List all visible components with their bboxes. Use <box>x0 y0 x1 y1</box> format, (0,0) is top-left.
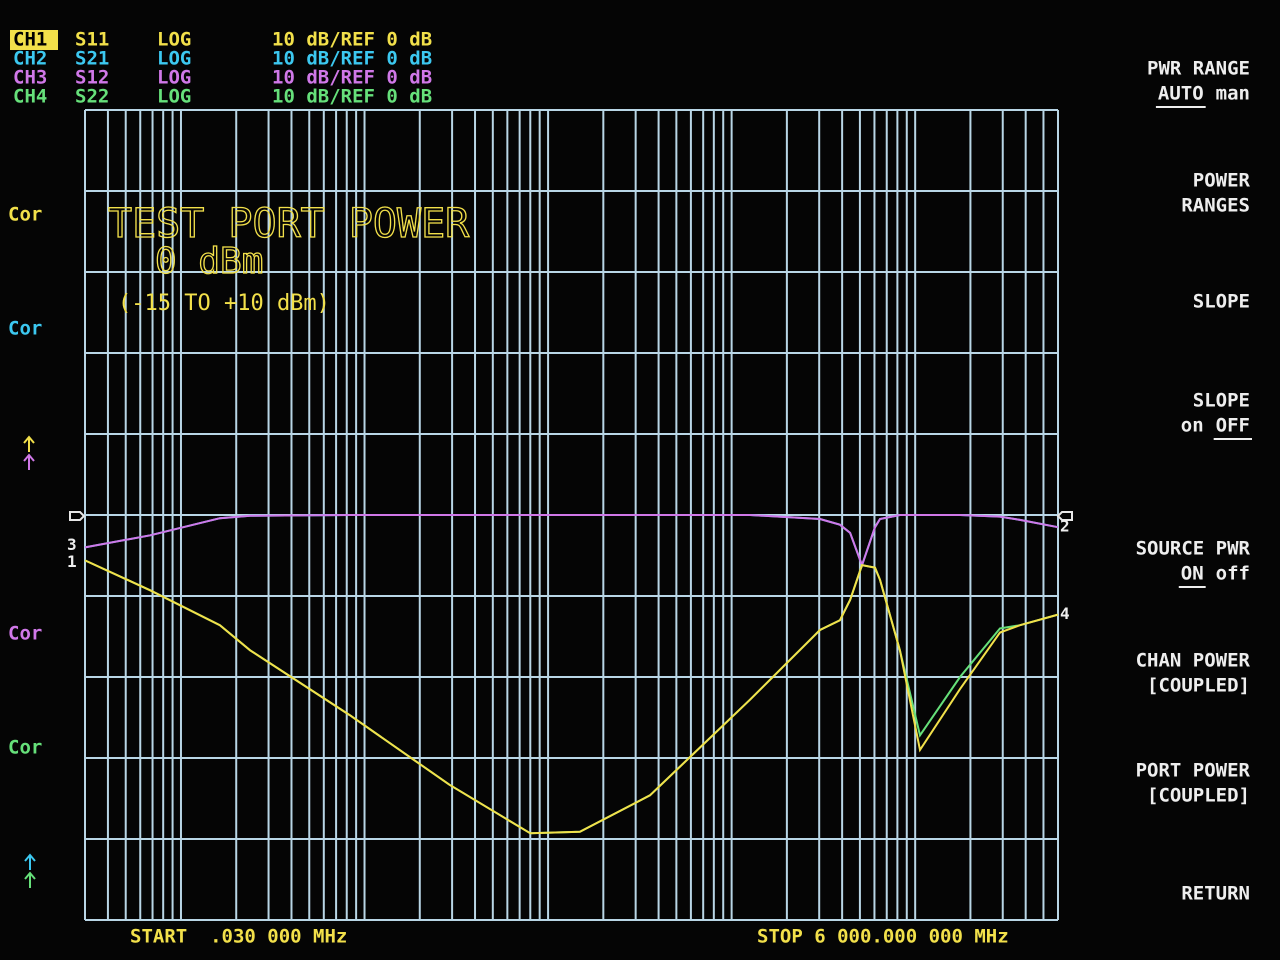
start-freq: START .030 000 MHz <box>130 926 347 948</box>
power-range: (-15 TO +10 dBm) <box>118 291 330 316</box>
ref-arrow <box>23 453 35 470</box>
softkey-text[interactable]: man <box>1216 83 1250 105</box>
channel-name: CH4 <box>13 86 47 108</box>
channel-format: LOG <box>157 48 191 70</box>
cor-label: Cor <box>8 737 42 759</box>
channel-format: LOG <box>157 29 191 51</box>
channel-scale: 10 dB/REF 0 dB <box>272 86 432 108</box>
channel-name: CH3 <box>13 67 47 89</box>
softkey-text[interactable]: SLOPE <box>1193 390 1250 412</box>
channel-format: LOG <box>157 67 191 89</box>
channel-format: LOG <box>157 86 191 108</box>
softkey-text[interactable]: AUTO <box>1158 83 1204 105</box>
channel-name: CH1 <box>13 29 47 51</box>
channel-name: CH2 <box>13 48 47 70</box>
ref-marker-right <box>1056 511 1073 521</box>
channel-scale: 10 dB/REF 0 dB <box>272 67 432 89</box>
softkey-text[interactable]: SLOPE <box>1193 291 1250 313</box>
cor-label: Cor <box>8 623 42 645</box>
softkey-text[interactable]: off <box>1216 563 1250 585</box>
ref-arrow <box>24 853 36 870</box>
trace <box>84 559 1059 835</box>
softkey-text[interactable]: PWR RANGE <box>1147 58 1250 80</box>
channel-scale: 10 dB/REF 0 dB <box>272 29 432 51</box>
softkey-text[interactable]: ON <box>1181 563 1204 585</box>
channel-param: S22 <box>75 86 109 108</box>
softkey-text[interactable]: POWER <box>1193 170 1251 192</box>
channel-param: S12 <box>75 67 109 89</box>
softkey-text[interactable]: SOURCE PWR <box>1136 538 1251 560</box>
channel-scale: 10 dB/REF 0 dB <box>272 48 432 70</box>
softkey-text[interactable]: RETURN <box>1181 883 1250 905</box>
softkey-text[interactable]: [COUPLED] <box>1147 675 1250 697</box>
ref-arrow <box>24 871 36 888</box>
softkey-text[interactable]: CHAN POWER <box>1136 650 1251 672</box>
ref-marker-left <box>69 511 86 521</box>
power-title: TEST PORT POWER <box>108 201 470 247</box>
cor-label: Cor <box>8 204 42 226</box>
channel-param: S21 <box>75 48 109 70</box>
softkey-text[interactable]: [COUPLED] <box>1147 785 1250 807</box>
trace <box>84 514 1059 569</box>
softkey-text[interactable]: PORT POWER <box>1136 760 1251 782</box>
active-channel-box <box>10 30 58 50</box>
softkey-text[interactable]: OFF <box>1216 415 1250 437</box>
cor-label: Cor <box>8 318 42 340</box>
softkey-text[interactable]: on <box>1181 415 1204 437</box>
ref-arrow <box>23 435 35 452</box>
power-value: 0 dBm <box>155 241 263 282</box>
trace-marker: 4 <box>1060 604 1070 623</box>
ref-arrows <box>23 435 36 888</box>
trace-marker: 2 <box>1060 517 1070 536</box>
trace-marker: 3 <box>67 535 77 554</box>
trace-marker: 1 <box>67 552 77 571</box>
channel-param: S11 <box>75 29 109 51</box>
ref-position-markers <box>69 511 1073 521</box>
softkey-text[interactable]: RANGES <box>1181 195 1250 217</box>
stop-freq: STOP 6 000.000 000 MHz <box>757 926 1009 948</box>
